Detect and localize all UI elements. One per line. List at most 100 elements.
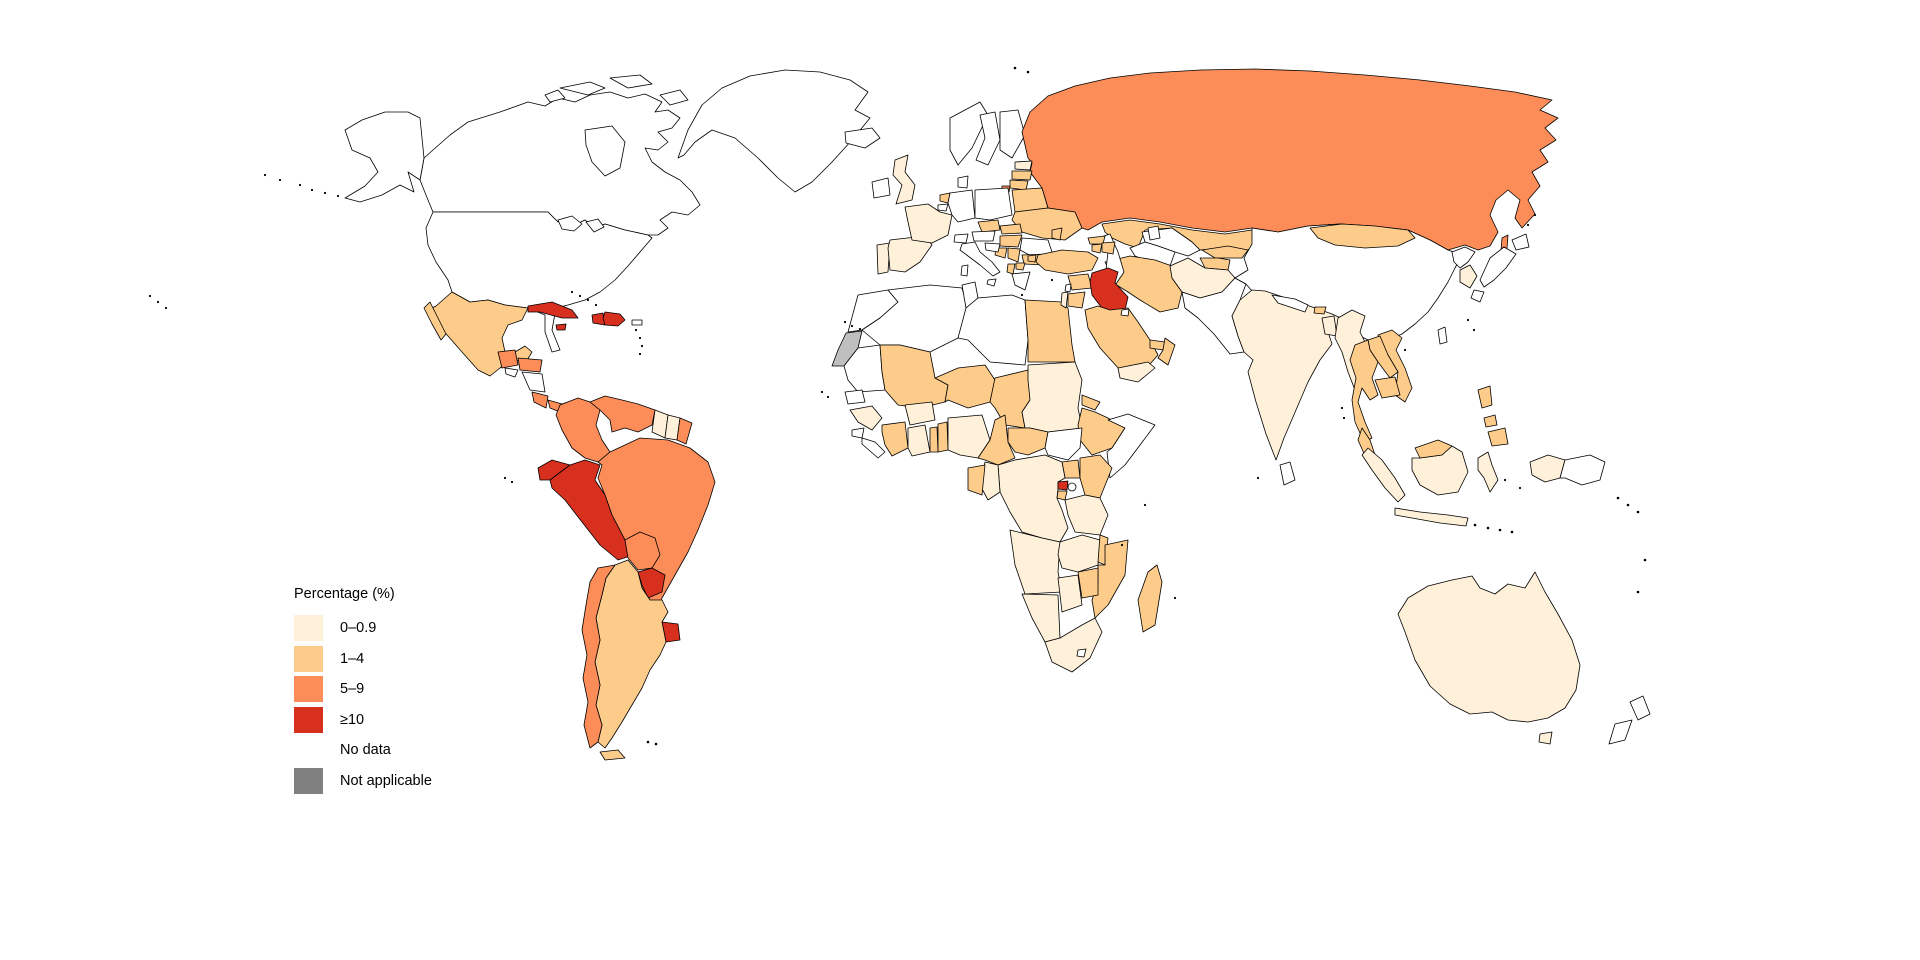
aral-sea xyxy=(1147,225,1161,241)
country-sri-lanka xyxy=(1279,461,1296,486)
country-japan-kyushu xyxy=(1470,289,1485,303)
country-philippines-luzon xyxy=(1477,385,1493,409)
country-australia-tasmania xyxy=(1538,731,1553,745)
country-burkina-faso xyxy=(904,401,936,426)
arctic-island xyxy=(559,81,606,96)
country-kuwait xyxy=(1120,308,1130,317)
country-lithuania xyxy=(1009,179,1029,191)
legend-row-0-0.9: 0–0.9 xyxy=(294,615,432,641)
country-tajikistan xyxy=(1199,257,1231,271)
legend-label-no-data: No data xyxy=(340,742,391,758)
country-somalia xyxy=(1106,413,1156,479)
country-senegal xyxy=(844,389,866,405)
country-puerto-rico xyxy=(631,319,643,326)
country-tanzania xyxy=(1064,494,1109,536)
country-uae xyxy=(1149,339,1166,351)
country-niger xyxy=(934,364,996,409)
arctic-island xyxy=(544,89,566,103)
country-usa-alaska xyxy=(344,111,425,203)
country-mongolia xyxy=(1309,223,1416,249)
country-sudan xyxy=(1021,361,1083,433)
country-namibia xyxy=(1021,593,1061,643)
country-benin xyxy=(937,421,949,453)
country-estonia xyxy=(1014,160,1033,171)
arctic-island xyxy=(659,89,689,106)
country-hungary xyxy=(999,234,1023,248)
country-cote-divoire xyxy=(881,421,909,457)
country-egypt xyxy=(1024,299,1076,363)
country-turkey xyxy=(1035,249,1099,275)
country-cambodia xyxy=(1374,376,1401,399)
country-slovakia xyxy=(999,223,1023,235)
country-czechia xyxy=(977,219,1001,233)
country-north-macedonia xyxy=(1015,262,1026,271)
country-croatia xyxy=(984,242,1001,253)
country-yemen xyxy=(1117,361,1156,383)
legend-label-5-9: 5–9 xyxy=(340,681,365,697)
country-sweden xyxy=(975,111,1001,166)
country-libya xyxy=(957,294,1029,366)
legend-swatch-1-4 xyxy=(294,645,323,672)
country-iceland xyxy=(844,127,881,149)
legend-swatch-5-9 xyxy=(294,676,323,702)
country-italy-sicily xyxy=(986,278,997,287)
country-indonesia-sumatra xyxy=(1361,447,1406,503)
country-gabon xyxy=(967,464,986,496)
country-australia xyxy=(1397,571,1581,723)
country-finland xyxy=(999,109,1026,159)
country-israel xyxy=(1060,291,1069,309)
legend-row-5-9: 5–9 xyxy=(294,676,432,702)
country-belgium xyxy=(937,203,949,212)
legend-label-1-4: 1–4 xyxy=(340,650,365,667)
country-car xyxy=(1007,427,1049,456)
country-japan-hokkaido xyxy=(1511,233,1530,251)
country-madagascar xyxy=(1137,564,1163,633)
country-italy xyxy=(959,241,1001,277)
country-indonesia-java xyxy=(1394,507,1469,527)
country-ghana xyxy=(907,424,931,457)
country-kyrgyzstan xyxy=(1201,245,1249,259)
country-cameroon xyxy=(977,414,1016,466)
country-india xyxy=(1231,289,1346,461)
legend: Percentage (%) 0–0.9 1–4 5–9 ≥10 No data… xyxy=(294,586,432,798)
country-kenya xyxy=(1079,454,1113,499)
country-cuba xyxy=(527,301,579,319)
country-costa-rica xyxy=(531,391,549,409)
country-iraq xyxy=(1089,267,1129,313)
country-malaysia-borneo xyxy=(1414,439,1453,459)
country-taiwan xyxy=(1437,326,1448,345)
country-south-africa xyxy=(1044,617,1103,673)
country-oman xyxy=(1157,337,1176,366)
country-poland xyxy=(974,187,1013,221)
legend-row-no-data: No data xyxy=(294,737,432,763)
country-latvia xyxy=(1011,170,1033,181)
country-denmark xyxy=(957,175,969,189)
country-sierra-leone xyxy=(851,427,865,439)
country-indonesia-sulawesi xyxy=(1477,451,1499,493)
country-dr-congo xyxy=(997,454,1069,543)
country-bolivia xyxy=(624,531,661,571)
country-lebanon xyxy=(1064,283,1072,293)
country-bhutan xyxy=(1313,306,1327,315)
country-south-sudan xyxy=(1044,427,1083,461)
country-philippines-mindanao xyxy=(1487,427,1509,447)
country-moldova xyxy=(1051,227,1063,241)
legend-row-1-4: 1–4 xyxy=(294,645,432,672)
legend-row-not-applicable: Not applicable xyxy=(294,767,432,794)
country-el-salvador xyxy=(504,367,519,378)
country-ireland xyxy=(871,177,891,199)
country-dominican-republic xyxy=(602,311,626,327)
country-albania xyxy=(1006,263,1016,275)
country-mexico-baja xyxy=(423,301,447,341)
country-switzerland xyxy=(953,233,969,244)
country-italy-sardinia xyxy=(960,264,969,277)
country-tierra-del-fuego xyxy=(599,749,626,761)
country-japan-honshu xyxy=(1479,246,1517,288)
country-philippines-visayas xyxy=(1483,414,1498,428)
country-venezuela xyxy=(589,395,656,433)
country-serbia xyxy=(1007,247,1021,263)
country-norway xyxy=(949,101,989,166)
country-honduras xyxy=(517,357,543,373)
country-jamaica xyxy=(555,323,567,331)
country-saudi-arabia xyxy=(1084,305,1159,371)
